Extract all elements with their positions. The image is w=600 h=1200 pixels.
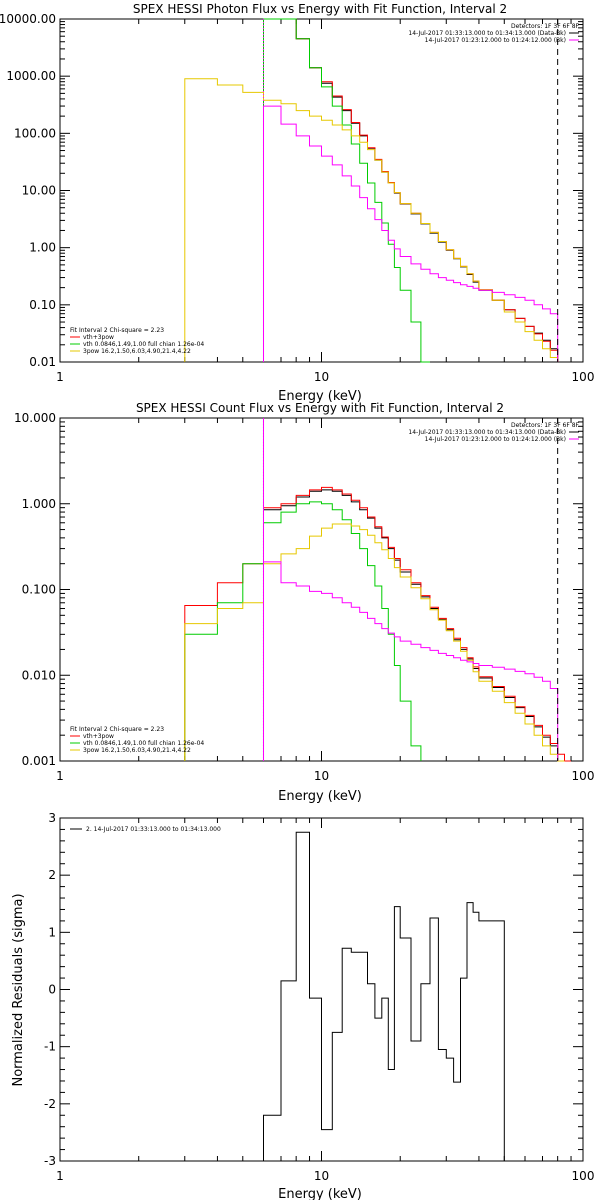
- panel-photon-flux: SPEX HESSI Photon Flux vs Energy with Fi…: [0, 2, 594, 404]
- y-tick-label: 0.100: [22, 583, 56, 597]
- panel-count-flux: SPEX HESSI Count Flux vs Energy with Fit…: [14, 401, 594, 804]
- fit-legend-entry: vth+3pow: [83, 334, 114, 341]
- photon-flux-x-axis-label: Energy (keV): [278, 389, 362, 404]
- series-data-bk: [263, 489, 565, 762]
- legend-entry: 14-Jul-2017 01:33:13.000 to 01:34:13.000…: [408, 429, 566, 436]
- legend-entry: 2. 14-Jul-2017 01:33:13.000 to 01:34:13.…: [86, 826, 221, 833]
- photon-flux-title: SPEX HESSI Photon Flux vs Energy with Fi…: [133, 2, 507, 16]
- fit-legend-entry: 3pow 16.2,1.50,6.03,4.90,21.4,4.22: [83, 348, 191, 355]
- fit-legend-header: Fit Interval 2 Chi-square = 2.23: [70, 726, 164, 733]
- x-tick-label: 1: [56, 769, 64, 783]
- photon-flux-tick-layer: 1 10 100 0.01 0.10 1.00 10.00 100.00 1000.00 1000…: [0, 12, 594, 384]
- y-tick-label: 0.010: [22, 668, 56, 682]
- y-tick-label: 1: [48, 925, 56, 939]
- detectors-label: Detectors: 1F 3F 6F 8F: [511, 422, 580, 429]
- y-tick-label: 10.000: [14, 411, 56, 425]
- series-3pow: [184, 523, 565, 762]
- y-tick-label: -2: [44, 1097, 56, 1111]
- series-2-14-jul-2017-01-33-13-000-to-01-34-13-000: [263, 831, 505, 1161]
- y-tick-label: 10000.00: [0, 12, 56, 26]
- residuals-x-axis-label: Energy (keV): [278, 1187, 362, 1200]
- y-tick-label: 1.000: [22, 497, 56, 511]
- y-tick-label: 1000.00: [6, 69, 56, 83]
- y-tick-label: 0.001: [22, 754, 56, 768]
- y-tick-label: 10.00: [22, 184, 56, 198]
- legend-entry: 14-Jul-2017 01:23:12.000 to 01:24:12.000…: [425, 37, 566, 44]
- photon-flux-series-layer: [184, 18, 559, 363]
- y-tick-label: 2: [48, 868, 56, 882]
- residuals-y-axis-label: Normalized Residuals (sigma): [11, 893, 26, 1086]
- fit-legend-entry: 3pow 16.2,1.50,6.03,4.90,21.4,4.22: [83, 747, 191, 754]
- x-tick-label: 10: [314, 370, 329, 384]
- series-bk: [263, 561, 559, 761]
- fit-legend-entry: vth+3pow: [83, 733, 114, 740]
- legend-entry: 14-Jul-2017 01:33:13.000 to 01:34:13.000…: [408, 30, 566, 37]
- residuals-tick-layer: 1 10 100 -3 -2 -1 0 1 2 3: [44, 811, 594, 1183]
- photon-flux-markers-layer: [262, 19, 559, 362]
- count-flux-x-axis-label: Energy (keV): [278, 789, 362, 804]
- y-tick-label: 100.00: [14, 126, 56, 140]
- y-tick-label: 1.00: [29, 241, 56, 255]
- y-tick-label: -3: [44, 1154, 56, 1168]
- x-tick-label: 10: [314, 769, 329, 783]
- count-flux-series-layer: [184, 486, 571, 762]
- series-bk: [263, 105, 559, 362]
- legend-entry: 14-Jul-2017 01:23:12.000 to 01:24:12.000…: [425, 436, 566, 443]
- x-tick-label: 100: [572, 769, 595, 783]
- count-flux-markers-layer: [262, 418, 559, 761]
- fit-legend-entry: vth 0.0846,1.49,1.00 full chian 1.26e-04: [83, 740, 204, 747]
- residuals-series-layer: [263, 831, 505, 1161]
- series-vth-0-0846-1-49-1-00: [263, 18, 430, 363]
- y-tick-label: 3: [48, 811, 56, 825]
- y-tick-label: -1: [44, 1040, 56, 1054]
- count-flux-plot-frame: [59, 417, 584, 762]
- count-flux-title: SPEX HESSI Count Flux vs Energy with Fit…: [136, 401, 504, 415]
- x-tick-label: 100: [572, 370, 595, 384]
- count-flux-tick-layer: 1 10 100 0.001 0.010 0.100 1.000 10.000: [14, 411, 594, 783]
- x-tick-label: 1: [56, 1169, 64, 1183]
- residuals-legend-layer: 2. 14-Jul-2017 01:33:13.000 to 01:34:13.…: [70, 826, 221, 833]
- x-tick-label: 10: [314, 1169, 329, 1183]
- detectors-label: Detectors: 1F 3F 6F 8F: [511, 23, 580, 30]
- fit-legend-entry: vth 0.0846,1.49,1.00 full chian 1.26e-04: [83, 341, 204, 348]
- x-tick-label: 100: [572, 1169, 595, 1183]
- panel-residuals: 1 10 100 -3 -2 -1 0 1 2 3 2. 14-Jul-2017 01:33:13…: [11, 811, 594, 1200]
- y-tick-label: 0.01: [29, 355, 56, 369]
- x-tick-label: 1: [56, 370, 64, 384]
- y-tick-label: 0.10: [29, 298, 56, 312]
- fit-legend-header: Fit Interval 2 Chi-square = 2.23: [70, 327, 164, 334]
- series-3pow: [184, 78, 559, 362]
- series-vth-0-0846-1-49-1-00: [184, 501, 422, 761]
- y-tick-label: 0: [48, 983, 56, 997]
